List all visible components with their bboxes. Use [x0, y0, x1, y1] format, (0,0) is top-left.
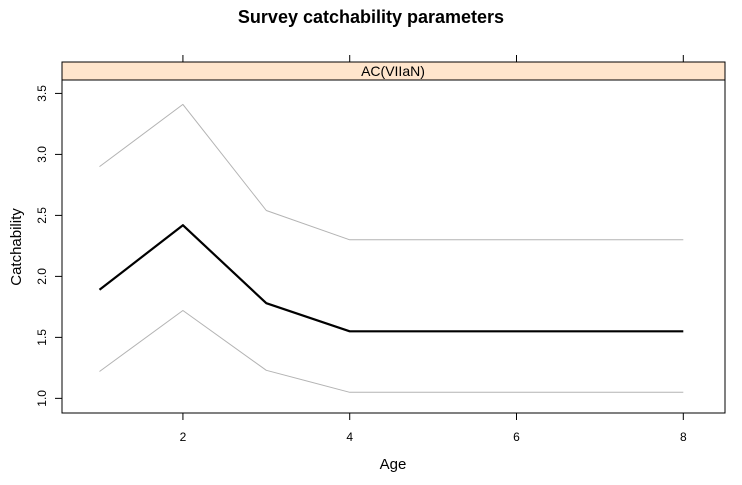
plot-frame — [61, 79, 726, 414]
series-line-estimate — [98, 224, 684, 333]
y-axis-ticks: 1.0 1.5 2.0 2.5 3.0 3.5 — [35, 85, 62, 407]
x-tick-label: 4 — [346, 430, 353, 444]
y-tick-label: 1.0 — [35, 390, 49, 407]
x-tick-label: 6 — [513, 430, 520, 444]
y-tick-label: 1.5 — [35, 329, 49, 346]
x-tick-label: 2 — [180, 430, 187, 444]
y-tick-label: 2.5 — [35, 207, 49, 224]
y-axis-label: Catchability — [8, 208, 25, 286]
x-axis-label: Age — [380, 456, 407, 473]
series-line-upper — [99, 103, 684, 241]
x-top-ticks — [182, 55, 684, 62]
series-line-lower — [99, 310, 684, 393]
y-tick-label: 3.5 — [35, 85, 49, 102]
x-tick-label: 8 — [680, 430, 687, 444]
y-tick-label: 2.0 — [35, 268, 49, 285]
series-lines — [98, 103, 684, 393]
x-bottom-ticks: 2 4 6 8 — [180, 413, 687, 444]
chart-title: Survey catchability parameters — [238, 7, 504, 27]
y-tick-label: 3.0 — [35, 146, 49, 163]
panel-strip-label: AC(VIIaN) — [361, 63, 425, 79]
